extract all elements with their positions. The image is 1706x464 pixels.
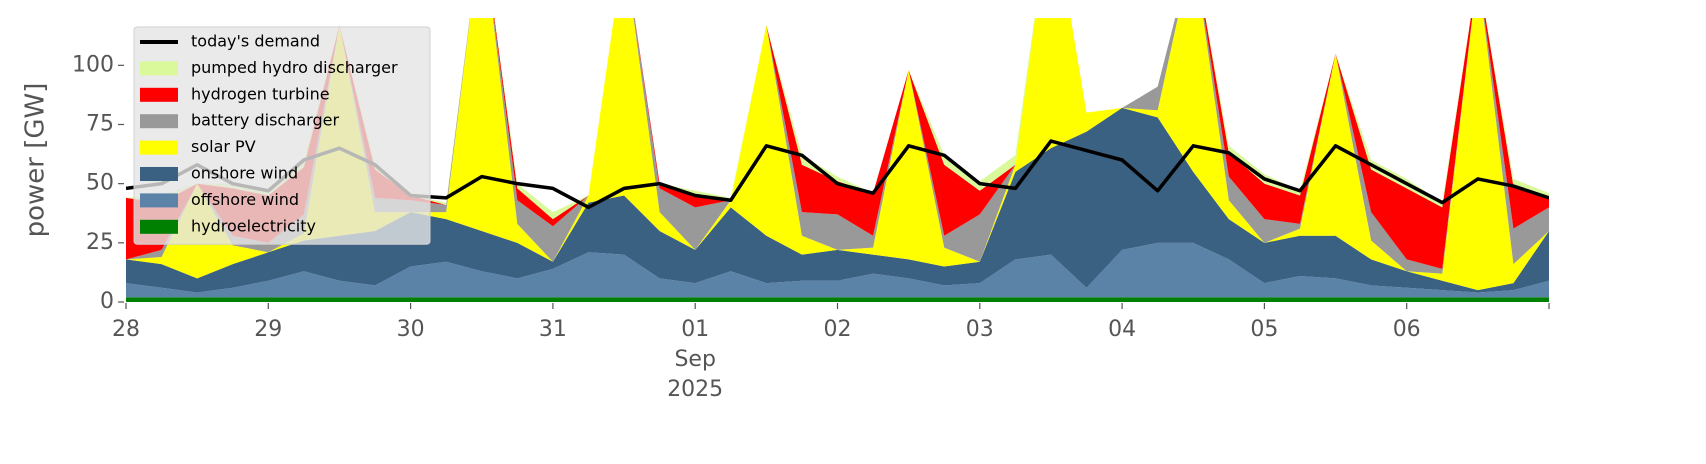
legend: today's demand pumped hydro discharger hyd… (133, 26, 431, 245)
legend-label: offshore wind (191, 190, 299, 209)
legend-label: battery discharger (191, 111, 339, 130)
legend-swatch (140, 193, 178, 208)
legend-label: today's demand (191, 32, 320, 51)
x-tick-label: 29 (254, 317, 282, 342)
x-tick-label: 28 (112, 317, 140, 342)
area (126, 18, 1549, 291)
legend-label: hydroelectricity (191, 216, 316, 235)
y-tick-label: 25 (86, 230, 114, 255)
x-tick-label: 30 (397, 317, 425, 342)
area (126, 18, 1549, 220)
legend-swatch (140, 114, 178, 129)
area (126, 18, 1549, 269)
legend-label: hydrogen turbine (191, 84, 330, 103)
legend-swatch (140, 140, 178, 155)
area (126, 297, 1549, 302)
area (126, 107, 1549, 293)
y-tick-label: 75 (86, 112, 114, 137)
y-tick-label: 50 (86, 171, 114, 196)
legend-swatch (140, 219, 178, 234)
y-tick-label: 100 (72, 52, 114, 77)
y-tick-label: 0 (100, 289, 114, 314)
area (126, 18, 1549, 274)
x-tick-label: 01 (681, 317, 709, 342)
legend-label: onshore wind (191, 164, 298, 183)
legend-swatch (140, 167, 178, 181)
legend-box (133, 26, 431, 245)
area (126, 242, 1549, 298)
legend-swatch (140, 87, 178, 102)
legend-label: solar PV (191, 137, 256, 156)
x-tick-label: 04 (1108, 317, 1136, 342)
x-tick-label: 03 (966, 317, 994, 342)
legend-label: pumped hydro discharger (191, 58, 398, 77)
x-tick-label: 05 (1250, 317, 1278, 342)
x-year-label: 2025 (667, 377, 723, 402)
x-tick-label: 31 (539, 317, 567, 342)
x-month-label: Sep (674, 347, 715, 372)
legend-swatch (140, 61, 178, 76)
plot-area (126, 18, 1549, 302)
axes: 0 25 50 75 100 28 29 30 31 01 Sep 2025 02 03 04 05 06 (72, 52, 1550, 402)
x-tick-label: 02 (824, 317, 852, 342)
x-tick-label: 06 (1393, 317, 1421, 342)
y-axis-label: power [GW] (21, 83, 51, 238)
